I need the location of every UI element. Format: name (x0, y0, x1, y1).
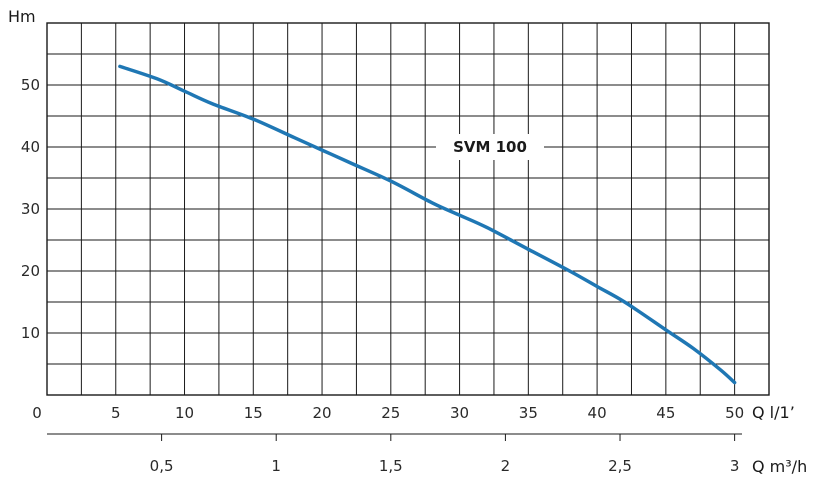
x-tick-label: 25 (381, 404, 400, 422)
y-tick-label: 40 (21, 138, 40, 156)
x-tick-label: 0 (32, 404, 42, 422)
y-axis-label: Hm (8, 7, 36, 26)
y-tick-labels: 10 20 30 40 50 (21, 76, 40, 342)
series-tag-label: SVM 100 (453, 138, 527, 156)
series-line (118, 64, 737, 385)
x2-axis-label: Q m³/h (752, 457, 807, 476)
x-tick-label: 30 (450, 404, 469, 422)
x-tick-label: 10 (175, 404, 194, 422)
x-tick-label: 50 (725, 404, 744, 422)
series-tags: SVM 100 (436, 134, 544, 160)
x2-tick-label: 2 (501, 457, 511, 475)
x-axis-label: Q l/1’ (752, 403, 795, 422)
y-tick-label: 20 (21, 262, 40, 280)
x2-tick-label: 1,5 (379, 457, 403, 475)
x-tick-label: 5 (111, 404, 121, 422)
x2-tick-label: 1 (271, 457, 281, 475)
plot-frame (46, 22, 770, 396)
x-tick-label: 40 (588, 404, 607, 422)
x2-tick-label: 3 (730, 457, 740, 475)
curves (118, 64, 737, 385)
x-tick-label: 45 (656, 404, 675, 422)
x-tick-label: 15 (244, 404, 263, 422)
x-tick-label: 20 (313, 404, 332, 422)
x-tick-label: 35 (519, 404, 538, 422)
x2-tick-label: 2,5 (608, 457, 632, 475)
y-tick-label: 30 (21, 200, 40, 218)
x-tick-labels: 0 5 10 15 20 25 30 35 40 45 50 (32, 404, 744, 422)
y-tick-label: 50 (21, 76, 40, 94)
y-tick-label: 10 (21, 324, 40, 342)
grid-lines (47, 23, 769, 395)
secondary-x-axis: 0,5 1 1,5 2 2,5 3 (47, 433, 742, 475)
x2-tick-label: 0,5 (150, 457, 174, 475)
series-tag-background (436, 134, 544, 160)
